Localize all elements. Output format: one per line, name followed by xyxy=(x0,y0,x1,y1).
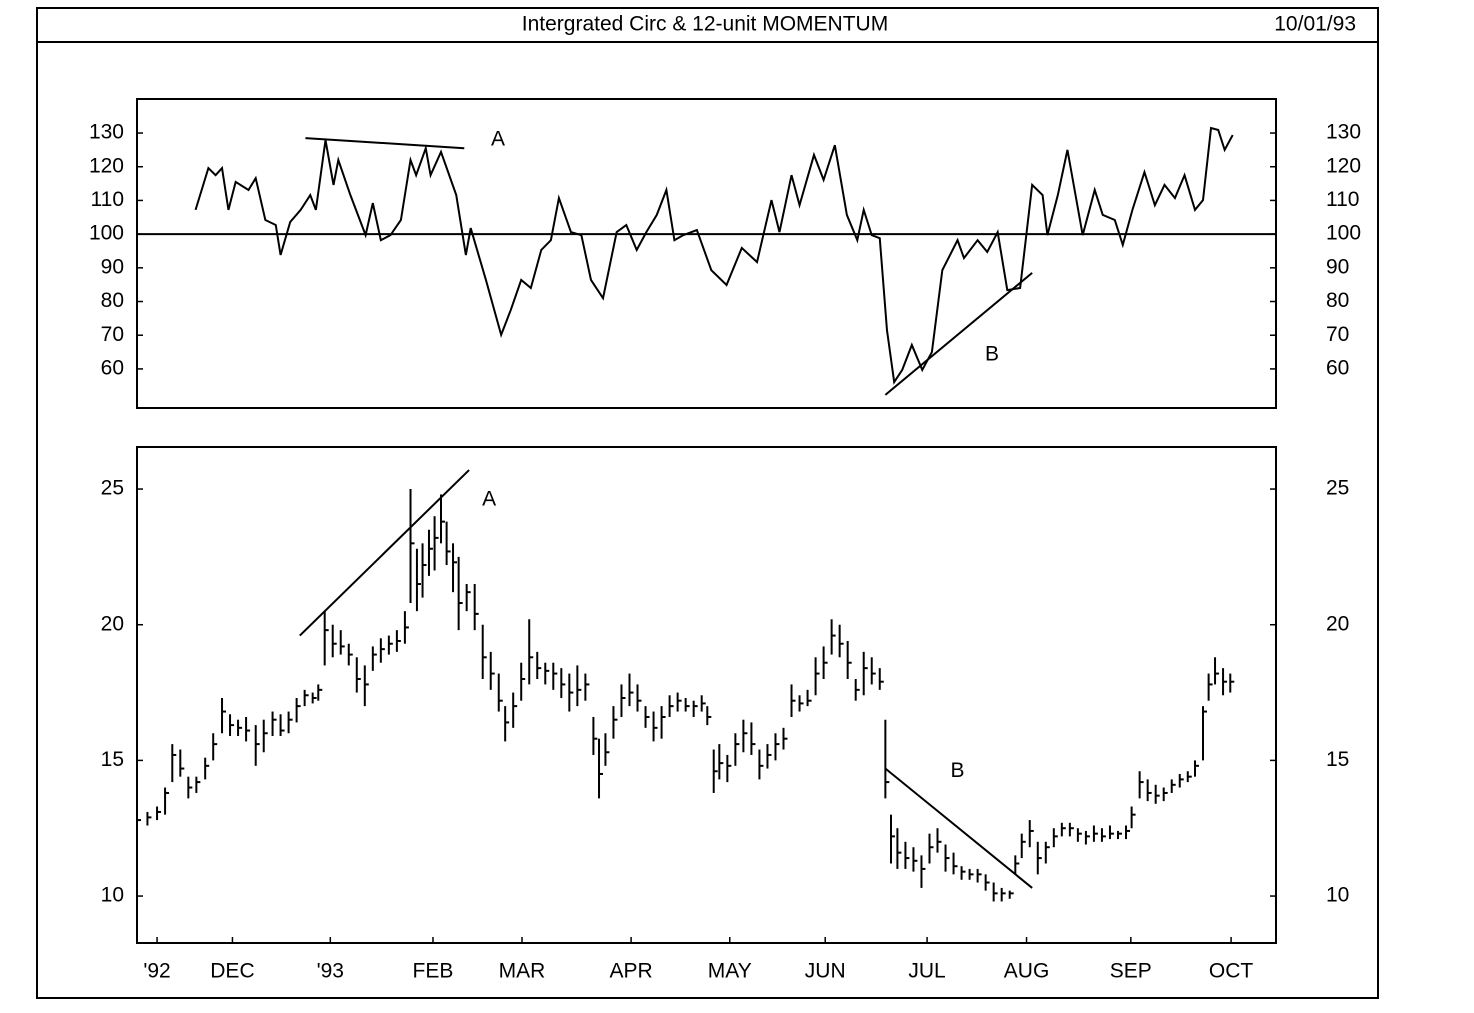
panel-frame xyxy=(136,98,1277,409)
y-tick-label: 60 xyxy=(101,356,124,379)
y-tick-label: 120 xyxy=(89,154,124,177)
x-tick-label: '93 xyxy=(317,960,344,983)
momentum-line xyxy=(194,126,1234,385)
trend-line xyxy=(305,137,465,150)
x-tick-label: AUG xyxy=(1004,960,1050,983)
chart-title: Intergrated Circ & 12-unit MOMENTUM xyxy=(522,13,888,36)
y2-tick-label: 15 xyxy=(1326,748,1349,771)
y-tick-label: 20 xyxy=(101,612,124,635)
y2-tick-label: 130 xyxy=(1326,121,1361,144)
y-tick-label: 90 xyxy=(101,255,124,278)
x-tick-label: OCT xyxy=(1209,960,1254,983)
trend-line xyxy=(884,272,1033,396)
y2-tick-label: 10 xyxy=(1326,884,1349,907)
annotation: B xyxy=(985,343,999,366)
y-tick-label: 10 xyxy=(101,884,124,907)
panel-frame xyxy=(136,446,1277,944)
y2-tick-label: 25 xyxy=(1326,477,1349,500)
annotation: A xyxy=(491,128,505,151)
annotation: B xyxy=(951,759,965,782)
trend-line xyxy=(299,469,470,637)
annotation: A xyxy=(482,487,496,510)
x-tick-label: APR xyxy=(610,960,653,983)
y2-tick-label: 120 xyxy=(1326,154,1361,177)
y2-tick-label: 60 xyxy=(1326,356,1349,379)
x-tick-label: SEP xyxy=(1110,960,1152,983)
y-tick-label: 100 xyxy=(89,222,124,245)
x-tick-label: JUN xyxy=(805,960,846,983)
x-tick-label: MAR xyxy=(499,960,546,983)
x-tick-label: JUL xyxy=(908,960,945,983)
x-tick-label: DEC xyxy=(210,960,254,983)
x-tick-label: '92 xyxy=(143,960,170,983)
y2-tick-label: 70 xyxy=(1326,323,1349,346)
x-tick-label: FEB xyxy=(413,960,454,983)
y-tick-label: 15 xyxy=(101,748,124,771)
y-tick-label: 130 xyxy=(89,121,124,144)
y2-tick-label: 80 xyxy=(1326,289,1349,312)
x-tick-label: MAY xyxy=(708,960,752,983)
y-tick-label: 80 xyxy=(101,289,124,312)
y-tick-label: 25 xyxy=(101,477,124,500)
chart-date: 10/01/93 xyxy=(1274,13,1356,36)
y-tick-label: 70 xyxy=(101,323,124,346)
y2-tick-label: 90 xyxy=(1326,255,1349,278)
trend-line xyxy=(884,767,1033,889)
y2-tick-label: 20 xyxy=(1326,612,1349,635)
y2-tick-label: 110 xyxy=(1326,188,1359,211)
y2-tick-label: 100 xyxy=(1326,222,1361,245)
outer-frame xyxy=(36,7,1379,999)
y-tick-label: 110 xyxy=(91,188,124,211)
